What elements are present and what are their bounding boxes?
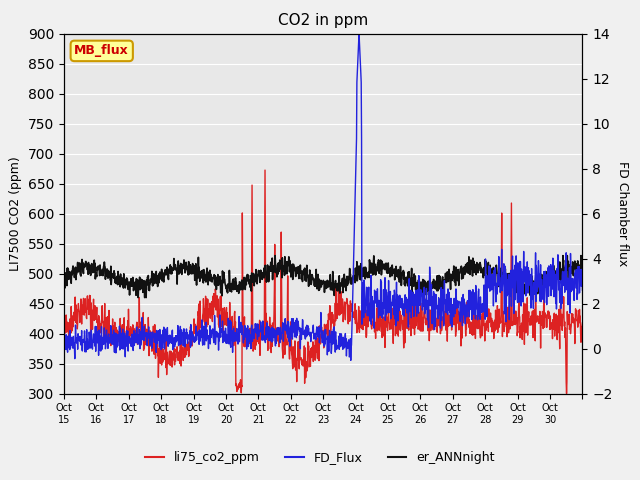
FD_Flux xyxy=(234,333,241,339)
li75_co2_ppm xyxy=(175,353,183,359)
er_ANNnight xyxy=(271,252,279,258)
FD_Flux xyxy=(60,342,68,348)
Text: MB_flux: MB_flux xyxy=(74,44,129,58)
er_ANNnight xyxy=(163,264,171,270)
er_ANNnight xyxy=(579,265,586,271)
er_ANNnight xyxy=(60,274,68,280)
FD_Flux xyxy=(579,287,586,293)
Y-axis label: FD Chamber flux: FD Chamber flux xyxy=(616,161,629,266)
FD_Flux xyxy=(355,31,363,36)
li75_co2_ppm xyxy=(517,324,525,330)
Title: CO2 in ppm: CO2 in ppm xyxy=(278,13,369,28)
Y-axis label: LI7500 CO2 (ppm): LI7500 CO2 (ppm) xyxy=(10,156,22,271)
FD_Flux xyxy=(175,328,183,334)
li75_co2_ppm xyxy=(563,391,570,396)
Legend: li75_co2_ppm, FD_Flux, er_ANNnight: li75_co2_ppm, FD_Flux, er_ANNnight xyxy=(140,446,500,469)
li75_co2_ppm xyxy=(472,336,479,341)
li75_co2_ppm xyxy=(234,384,241,389)
Line: er_ANNnight: er_ANNnight xyxy=(64,255,582,298)
Line: li75_co2_ppm: li75_co2_ppm xyxy=(64,170,582,394)
Line: FD_Flux: FD_Flux xyxy=(64,34,582,360)
li75_co2_ppm xyxy=(60,326,68,332)
FD_Flux xyxy=(518,266,525,272)
FD_Flux xyxy=(347,358,355,363)
er_ANNnight xyxy=(234,283,241,289)
li75_co2_ppm xyxy=(163,372,170,377)
er_ANNnight xyxy=(472,265,479,271)
li75_co2_ppm xyxy=(404,324,412,330)
FD_Flux xyxy=(472,283,479,288)
FD_Flux xyxy=(404,300,412,306)
er_ANNnight xyxy=(404,269,412,275)
er_ANNnight xyxy=(518,284,525,290)
li75_co2_ppm xyxy=(261,167,269,173)
FD_Flux xyxy=(163,331,170,337)
er_ANNnight xyxy=(176,270,184,276)
li75_co2_ppm xyxy=(579,320,586,326)
er_ANNnight xyxy=(134,295,142,300)
